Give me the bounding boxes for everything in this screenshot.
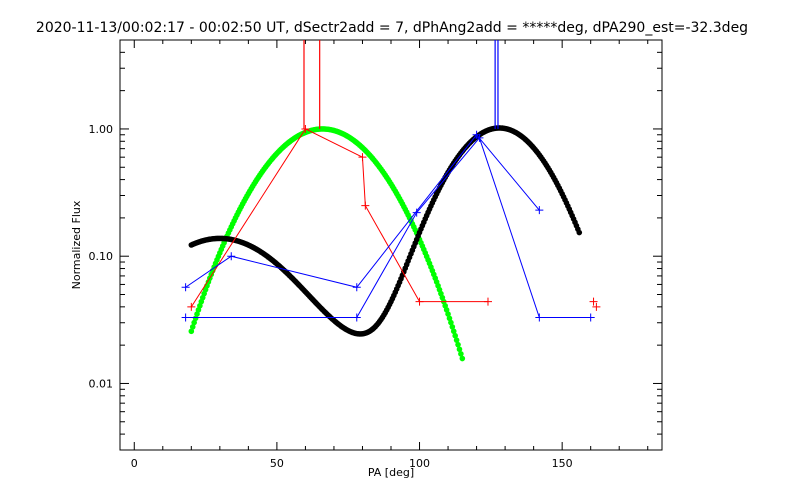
model-point-green-model bbox=[453, 337, 460, 343]
data-point-red-measured bbox=[415, 297, 424, 306]
data-point-blue-measured-2 bbox=[181, 313, 190, 322]
model-point-green-model bbox=[445, 311, 451, 317]
data-point-blue-measured-2 bbox=[412, 208, 421, 217]
chart-title: 2020-11-13/00:02:17 - 00:02:50 UT, dSect… bbox=[36, 20, 748, 36]
model-point-green-model bbox=[191, 319, 197, 326]
data-point-red-measured bbox=[358, 153, 367, 162]
model-point-green-model bbox=[458, 351, 464, 357]
model-point-green-model bbox=[459, 355, 466, 362]
model-point-green-model bbox=[448, 319, 454, 326]
data-point-red-outliers bbox=[592, 302, 601, 311]
axis-layer: 0 50 100 150 0.01 0.10 1.00 bbox=[89, 39, 662, 470]
model-point-green-model bbox=[455, 341, 461, 348]
data-point-blue-measured-1 bbox=[227, 252, 236, 261]
x-tick-label: 0 bbox=[131, 457, 138, 470]
model-point-green-model bbox=[452, 332, 458, 339]
data-point-red-outliers bbox=[589, 297, 598, 306]
data-point-blue-measured-2 bbox=[352, 313, 361, 322]
model-point-green-model bbox=[456, 346, 463, 353]
x-axis-label: PA [deg] bbox=[368, 466, 414, 479]
y-tick-label: 0.01 bbox=[89, 377, 114, 390]
x-tick-label: 100 bbox=[409, 457, 430, 470]
data-point-blue-measured-2 bbox=[475, 133, 484, 142]
model-point-green-model bbox=[446, 315, 453, 322]
series-line-blue-measured-2 bbox=[185, 136, 591, 318]
data-layer bbox=[181, 40, 601, 362]
data-point-blue-measured-2 bbox=[586, 313, 595, 322]
data-point-red-measured bbox=[301, 124, 310, 133]
data-point-blue-measured-1 bbox=[535, 206, 544, 215]
data-point-blue-measured-1 bbox=[352, 283, 361, 292]
y-axis-label: Normalized Flux bbox=[70, 200, 83, 289]
x-tick-label: 50 bbox=[270, 457, 284, 470]
plot-area: 0 50 100 150 0.01 0.10 1.00 bbox=[89, 39, 663, 470]
data-point-red-measured bbox=[483, 297, 492, 306]
data-point-red-measured bbox=[187, 302, 196, 311]
x-tick-label: 150 bbox=[552, 457, 573, 470]
plot-frame bbox=[119, 39, 663, 451]
model-point-green-model bbox=[449, 324, 456, 330]
y-tick-label: 1.00 bbox=[89, 123, 114, 136]
data-point-blue-measured-1 bbox=[181, 283, 190, 292]
model-point-green-model bbox=[192, 315, 199, 322]
model-point-green-model bbox=[188, 328, 195, 335]
model-point-green-model bbox=[189, 324, 196, 330]
model-point-black-model bbox=[576, 229, 583, 236]
model-point-green-model bbox=[450, 328, 457, 335]
series-line-red-measured bbox=[190, 128, 488, 308]
data-point-blue-measured-2 bbox=[535, 313, 544, 322]
data-point-red-measured bbox=[361, 201, 370, 210]
y-tick-label: 0.10 bbox=[89, 250, 114, 263]
